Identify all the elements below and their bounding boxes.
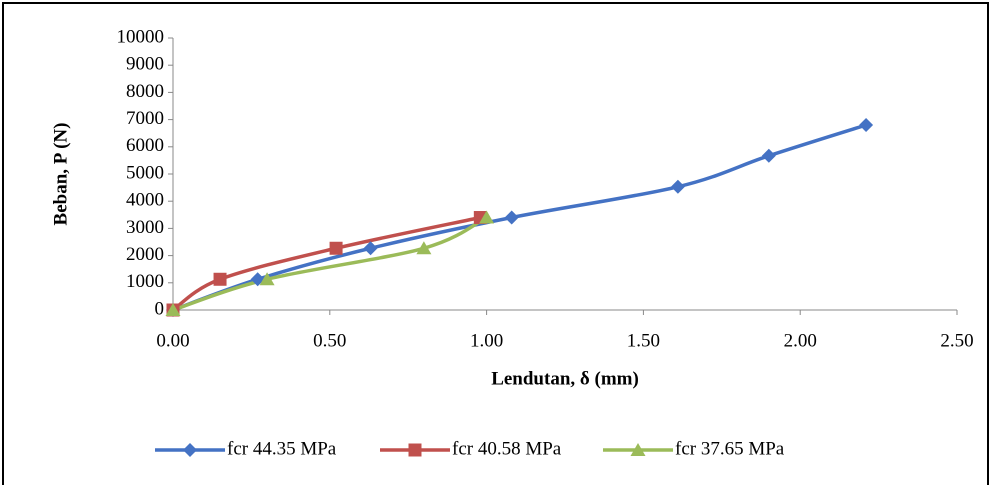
y-tick-label: 10000 (117, 26, 165, 47)
x-tick-label: 1.00 (470, 330, 503, 351)
legend-label: fcr 37.65 MPa (675, 438, 785, 459)
y-tick-label: 1000 (126, 271, 164, 292)
data-point (761, 148, 776, 163)
data-point (504, 210, 519, 225)
y-tick-label: 0 (155, 298, 165, 319)
data-point (259, 272, 275, 286)
series-line (171, 215, 481, 312)
data-point (670, 179, 685, 194)
y-tick-label: 4000 (126, 190, 164, 211)
x-axis-label: Lendutan, δ (mm) (491, 368, 639, 389)
y-tick-label: 6000 (126, 135, 164, 156)
y-tick-label: 5000 (126, 162, 164, 183)
data-point (329, 241, 343, 255)
x-tick-label: 0.00 (156, 330, 189, 351)
y-axis-label: Beban, P (N) (50, 123, 71, 226)
data-point (416, 241, 432, 255)
x-tick-label: 2.00 (784, 330, 817, 351)
y-tick-label: 2000 (126, 244, 164, 265)
data-point (363, 241, 378, 256)
data-point (479, 210, 495, 224)
data-point (165, 303, 181, 316)
legend-label: fcr 44.35 MPa (227, 438, 337, 459)
x-tick-label: 0.50 (313, 330, 346, 351)
data-point (213, 272, 227, 286)
series-line (172, 215, 488, 312)
x-tick-label: 1.50 (627, 330, 660, 351)
legend-label: fcr 40.58 MPa (452, 438, 562, 459)
x-tick-label: 2.50 (940, 330, 973, 351)
y-tick-label: 9000 (126, 54, 164, 75)
y-tick-label: 7000 (126, 108, 164, 129)
legend-marker (183, 443, 197, 457)
y-tick-label: 3000 (126, 217, 164, 238)
legend-marker (408, 443, 422, 457)
legend-marker (630, 443, 646, 456)
data-point (859, 118, 874, 133)
y-tick-label: 8000 (126, 81, 164, 102)
